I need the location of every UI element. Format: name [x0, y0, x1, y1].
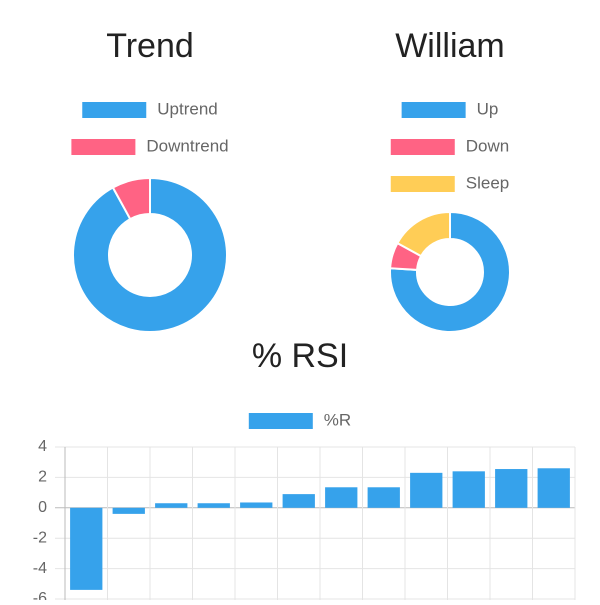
- slice: [389, 210, 511, 333]
- bar: [410, 472, 443, 508]
- y-tick-label: -6: [33, 590, 47, 600]
- chart-title: % RSI: [252, 337, 348, 375]
- bar: [240, 502, 273, 508]
- y-tick-label: 2: [38, 469, 47, 486]
- bar: [282, 494, 315, 508]
- slice: [72, 176, 228, 333]
- bar: [197, 503, 230, 508]
- slice: [111, 176, 151, 221]
- bar: [325, 487, 358, 508]
- y-tick-label: -4: [33, 560, 47, 577]
- bar: [155, 503, 188, 508]
- legend-label: Uptrend: [157, 99, 217, 118]
- legend-swatch: [401, 102, 466, 118]
- legend-swatch: [390, 176, 455, 192]
- y-tick-label: 4: [38, 438, 47, 455]
- chart-title: Trend: [106, 27, 194, 65]
- legend-swatch: [71, 139, 136, 155]
- bar: [495, 469, 528, 508]
- legend-swatch: [248, 413, 313, 429]
- bar: [537, 468, 570, 508]
- legend-label: Up: [477, 99, 499, 118]
- legend-label: Down: [466, 136, 509, 155]
- slice: [396, 210, 451, 258]
- legend-swatch: [390, 139, 455, 155]
- legend-swatch: [82, 102, 147, 118]
- legend-label: Downtrend: [146, 136, 228, 155]
- y-tick-label: 0: [38, 499, 47, 516]
- legend-label: %R: [324, 410, 351, 429]
- y-tick-label: -2: [33, 529, 47, 546]
- bar: [367, 487, 400, 508]
- bar: [70, 507, 103, 590]
- bar: [112, 507, 145, 514]
- chart-title: William: [395, 27, 505, 65]
- legend-label: Sleep: [466, 173, 509, 192]
- bar: [452, 471, 485, 508]
